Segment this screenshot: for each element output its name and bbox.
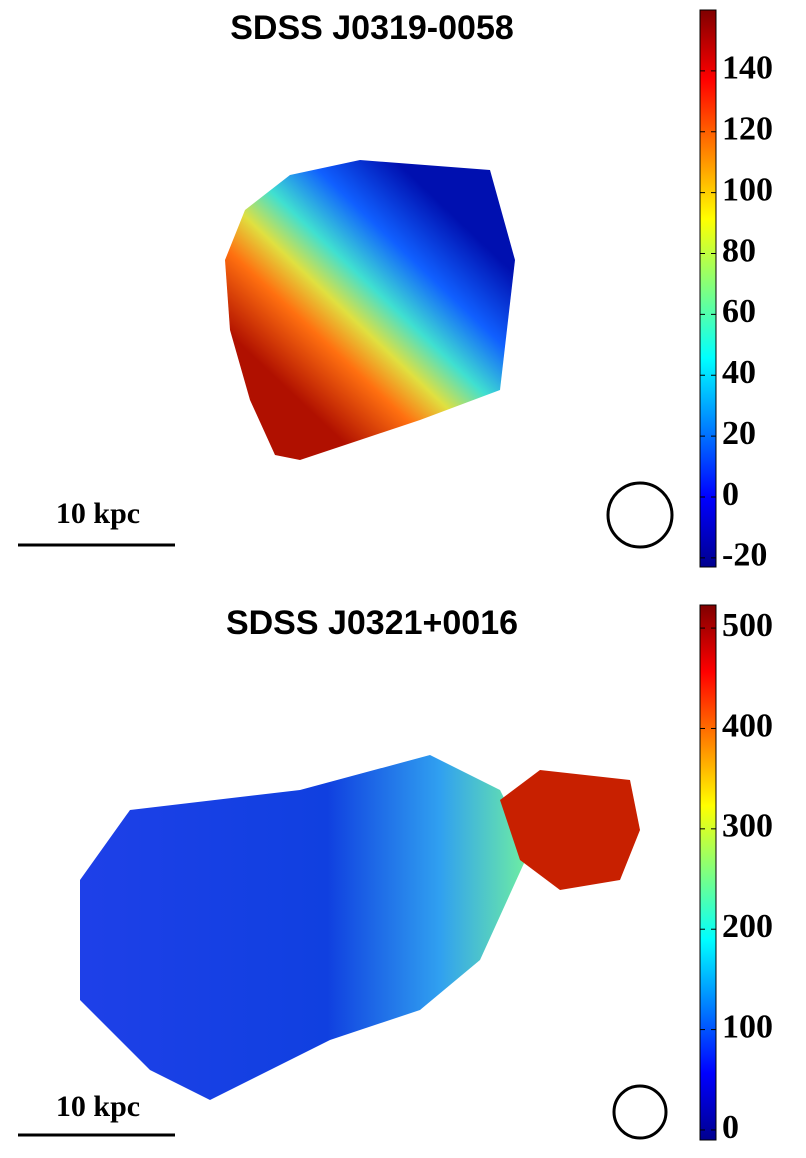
panel-title: SDSS J0321+0016 (226, 604, 518, 642)
colorbar-tick-label: 300 (722, 808, 773, 845)
colorbar-tick-label: 60 (722, 293, 756, 330)
beam-size (612, 1084, 668, 1140)
colorbar-tick-label: 100 (722, 1008, 773, 1045)
colorbar-tick-label: 80 (722, 232, 756, 269)
velocity-map (80, 755, 530, 1100)
velocity-map (225, 160, 515, 460)
colorbar-tick-label: 0 (722, 476, 739, 513)
scale-bar-label: 10 kpc (56, 497, 140, 530)
colorbar-tick-label: 400 (722, 707, 773, 744)
colorbar-tick-label: 100 (722, 171, 773, 208)
colorbar (699, 604, 717, 1141)
colorbar-tick-label: 500 (722, 607, 773, 644)
colorbar-tick-label: 40 (722, 354, 756, 391)
colorbar (699, 9, 717, 568)
panel-title: SDSS J0319-0058 (230, 9, 514, 47)
colorbar-tick-label: 0 (722, 1109, 739, 1146)
scale-bar-label: 10 kpc (56, 1090, 140, 1123)
beam-size (606, 481, 674, 549)
colorbar-tick-label: 200 (722, 908, 773, 945)
velocity-map (500, 770, 640, 890)
colorbar-tick-label: -20 (722, 537, 767, 574)
colorbar-tick-label: 120 (722, 111, 773, 148)
colorbar-tick-label: 140 (722, 50, 773, 87)
colorbar-tick-label: 20 (722, 415, 756, 452)
